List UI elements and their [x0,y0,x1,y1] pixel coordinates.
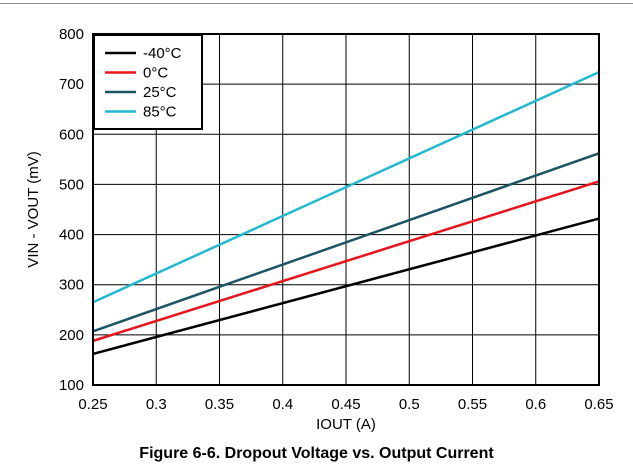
y-tick-label: 700 [59,76,84,93]
x-tick-label: 0.55 [458,396,487,413]
x-tick-label: 0.3 [146,396,167,413]
series-line-25°C [92,152,600,333]
x-tick-labels: 0.25 0.3 0.35 0.4 0.45 0.5 0.55 0.6 0.65 [78,396,613,413]
series-lines [92,70,600,356]
y-tick-label: 100 [59,377,84,394]
plot-border [92,33,600,386]
legend-box [93,34,203,130]
x-tick-label: 0.4 [272,396,293,413]
y-tick-label: 200 [59,327,84,344]
series-line-85°C [92,70,600,304]
legend-entry: 85°C [143,104,177,121]
series-line--40°C [92,217,600,356]
y-tick-label: 500 [59,176,84,193]
y-tick-label: 400 [59,227,84,244]
legend-entry: 25°C [143,84,177,101]
top-rule [0,3,633,4]
dropout-voltage-chart: 0.25 0.3 0.35 0.4 0.45 0.5 0.55 0.6 0.65 100 200 3… [25,26,614,433]
legend: -40°C 0°C 25°C 85°C [93,34,203,130]
x-tick-label: 0.25 [78,396,107,413]
y-tick-label: 600 [59,126,84,143]
x-tick-label: 0.6 [525,396,546,413]
legend-entry: -40°C [143,45,182,62]
series-line-0°C [92,180,600,343]
x-tick-label: 0.65 [584,396,613,413]
figure-caption: Figure 6-6. Dropout Voltage vs. Output C… [139,445,494,462]
x-axis-title: IOUT (A) [316,416,376,433]
y-tick-labels: 100 200 300 400 500 600 700 800 [59,26,84,394]
x-tick-label: 0.45 [331,396,360,413]
y-tick-label: 300 [59,277,84,294]
y-tick-label: 800 [59,26,84,43]
x-tick-label: 0.5 [399,396,420,413]
x-tick-label: 0.35 [205,396,234,413]
y-axis-title: VIN - VOUT (mV) [25,151,42,267]
legend-entry: 0°C [143,65,168,82]
